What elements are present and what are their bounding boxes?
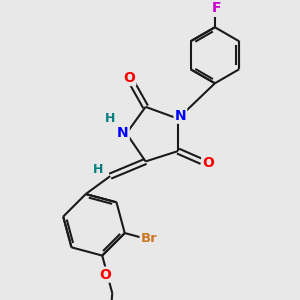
Text: H: H	[93, 163, 103, 176]
Text: O: O	[123, 71, 135, 85]
Text: Br: Br	[141, 232, 157, 245]
Text: F: F	[211, 1, 221, 14]
Text: N: N	[117, 126, 129, 140]
Text: H: H	[105, 112, 116, 125]
Text: O: O	[202, 156, 214, 170]
Text: N: N	[175, 109, 186, 123]
Text: O: O	[99, 268, 111, 282]
